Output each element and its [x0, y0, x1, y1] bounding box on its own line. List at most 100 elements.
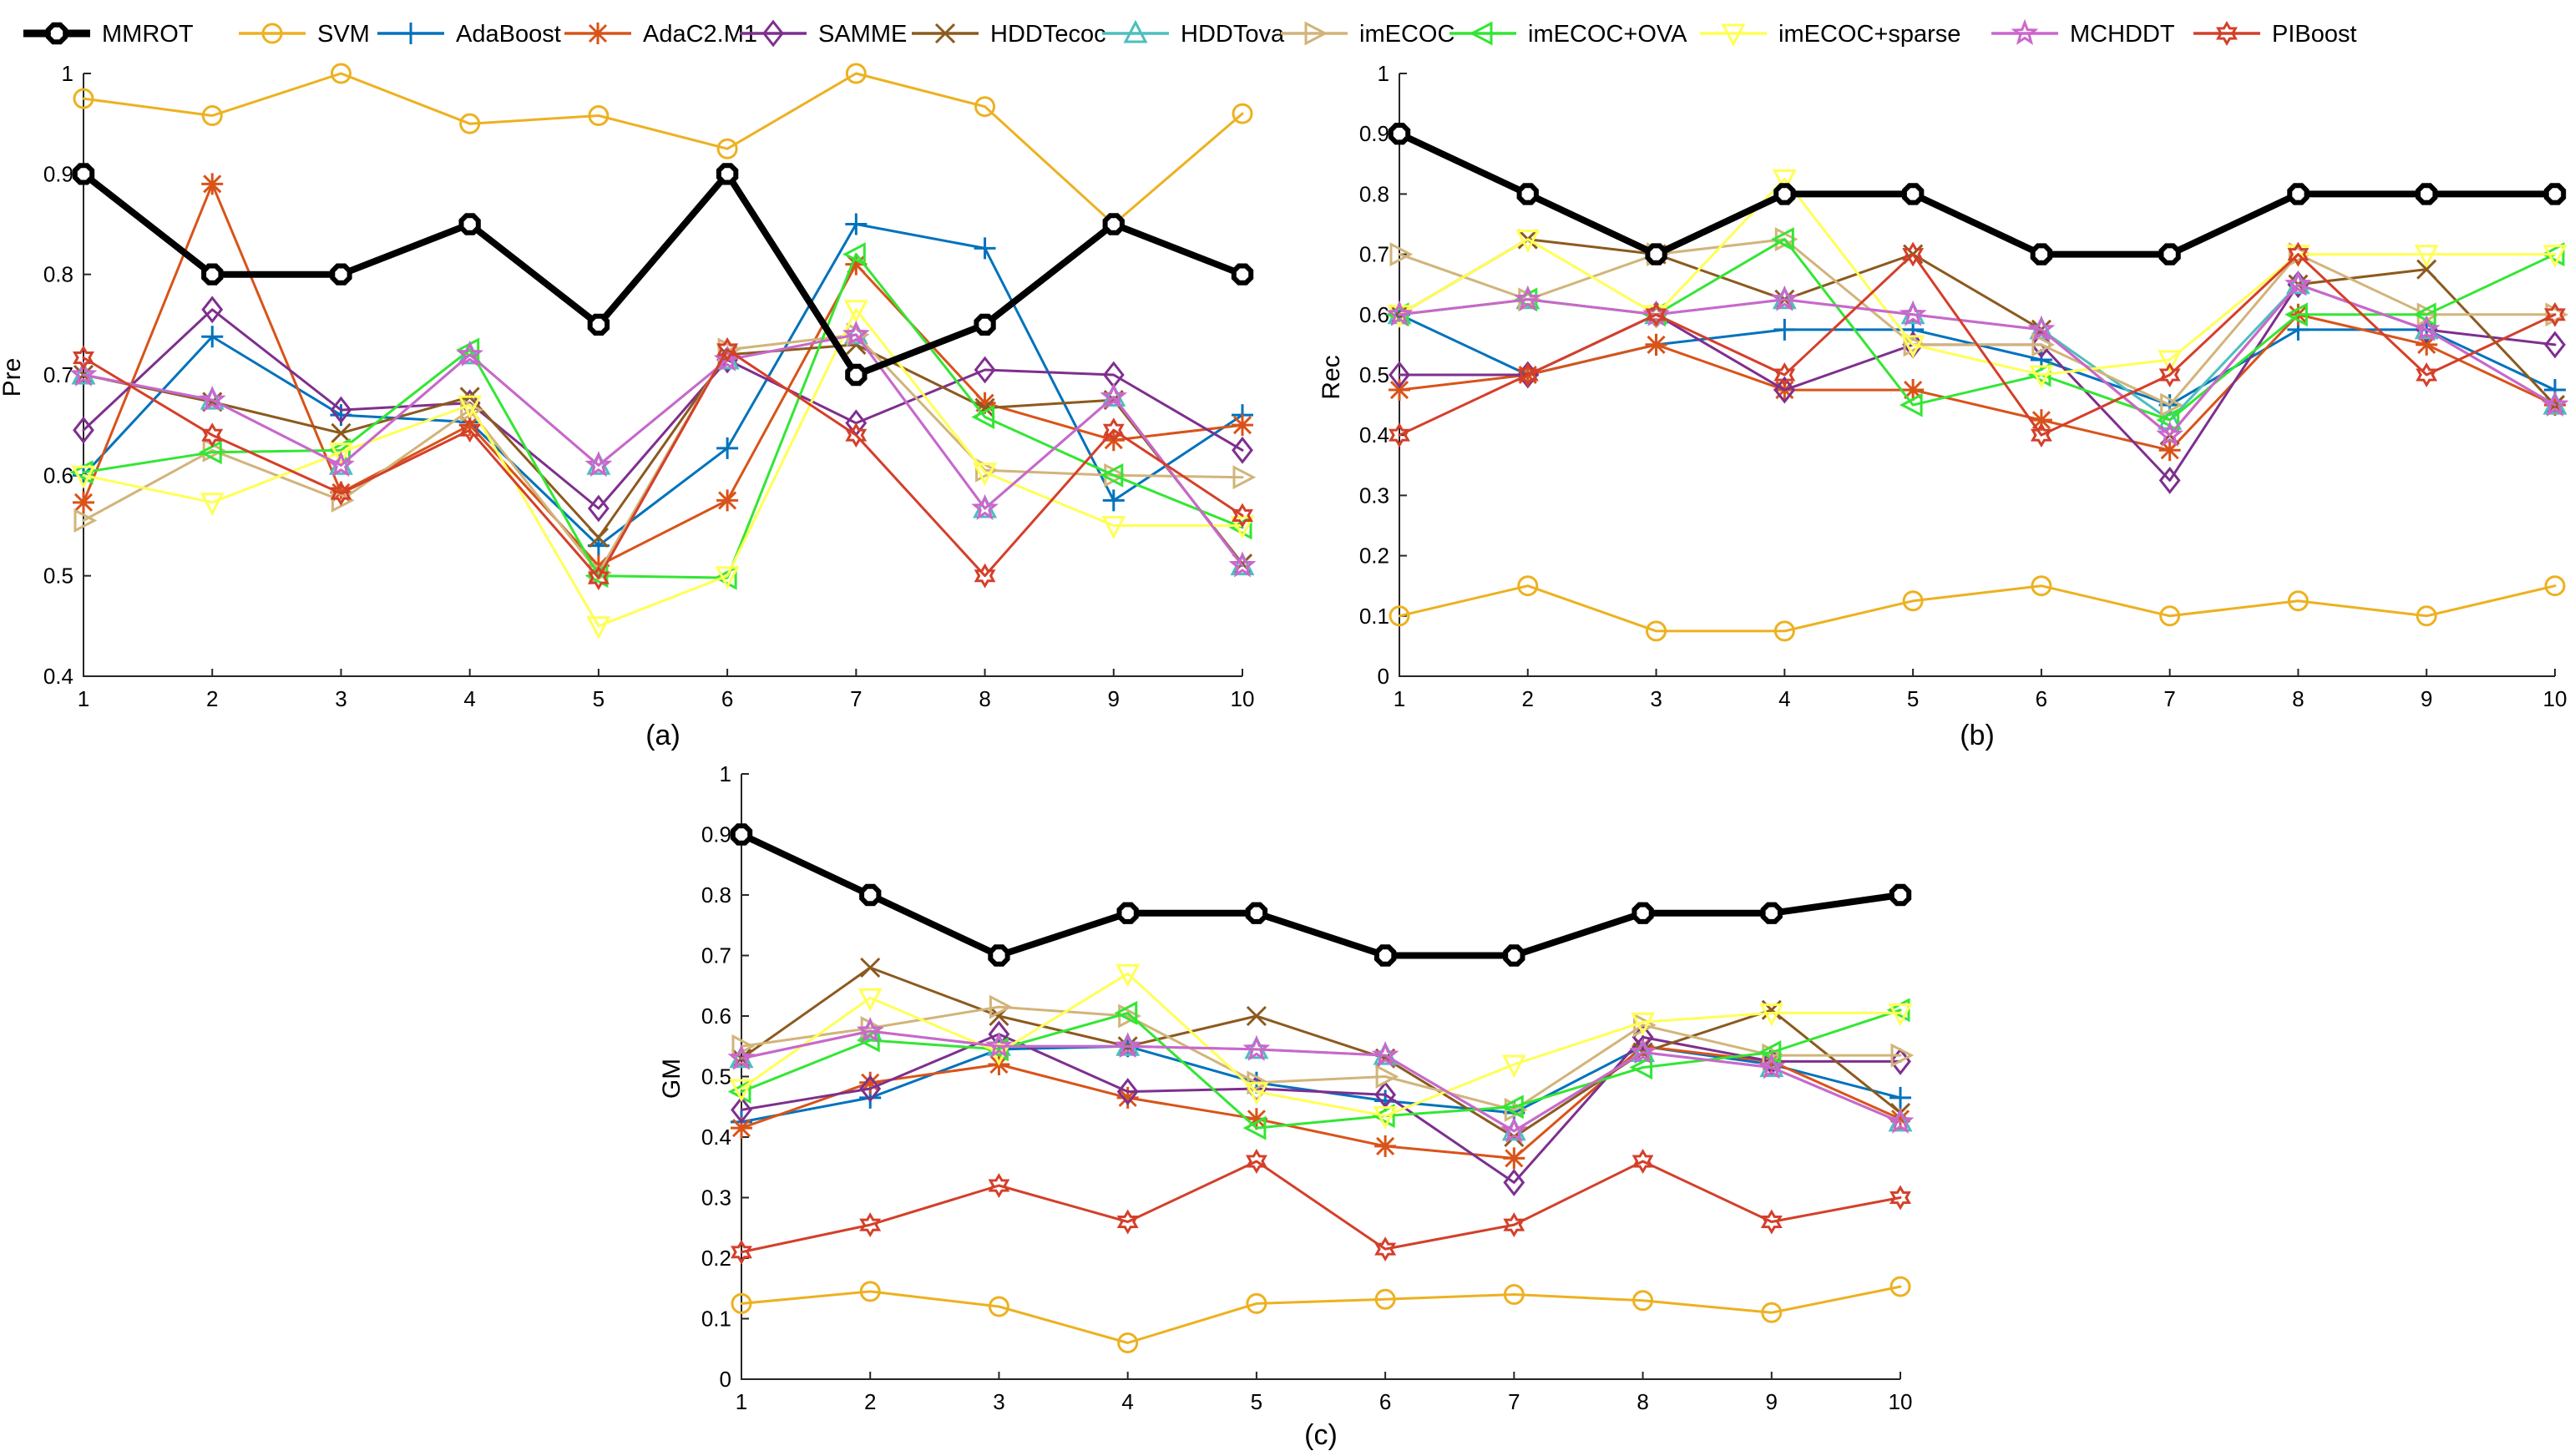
panel-a-point-imecoc-plus-sparse — [843, 300, 868, 324]
panel-b-point-adac2-m1 — [1389, 379, 1410, 402]
panel-b-line-adac2-m1 — [1398, 313, 2557, 452]
panel-a-point-adac2-m1 — [1232, 414, 1253, 437]
panel-b-point-piboost — [1389, 422, 1410, 448]
panel-c-line-imecoc — [740, 1005, 1902, 1111]
panel-b-ytick-label: 1 — [1378, 61, 1389, 86]
panel-b-series-imecoc-plus-sparse — [1387, 169, 2567, 389]
panel-a-xtick-label: 8 — [979, 686, 990, 711]
panel-c-point-mchddt — [1758, 1053, 1786, 1079]
panel-b-xtick-label: 3 — [1650, 686, 1662, 711]
panel-a-point-imecoc-plus-ova — [842, 242, 866, 267]
panel-c-ytick-label: 0.6 — [701, 1004, 731, 1029]
panel-b-xtick-label: 5 — [1907, 686, 1919, 711]
panel-c-xtick-label: 7 — [1508, 1389, 1520, 1414]
panel-c-line-hddtecoc — [740, 966, 1902, 1139]
panel-a-point-imecoc-plus-ova — [198, 440, 222, 465]
legend-label-piboost: PIBoost — [2272, 21, 2357, 48]
panel-c-point-hddtecoc — [860, 957, 881, 978]
panel-c-line-samme — [740, 1033, 1902, 1184]
panel-a-point-imecoc-plus-ova — [971, 405, 995, 429]
legend-label-mchddt: MCHDDT — [2070, 21, 2175, 48]
panel-b-series-mchddt — [1385, 270, 2569, 447]
panel-a-point-piboost — [330, 481, 352, 506]
panel-a-point-mmrot — [974, 313, 996, 336]
panel-c-gm-chart: 1 2 3 4 5 6 7 8 9 10 0 0.1 0.2 0.3 0.4 0.5 0.6 0.7 0.8 0.9 1… — [658, 761, 1915, 1451]
panel-a-point-svm — [73, 88, 94, 109]
panel-a-point-adac2-m1 — [845, 253, 868, 276]
legend-label-imecoc-plus-sparse: imECOC+sparse — [1778, 21, 1960, 48]
panel-a-point-mmrot — [330, 263, 352, 286]
panel-a-xtick-label: 2 — [206, 686, 218, 711]
panel-c-xtick-label: 1 — [736, 1389, 747, 1414]
panel-c-xtick-label: 3 — [993, 1389, 1004, 1414]
panel-a-series-piboost — [73, 336, 1253, 591]
panel-b-ytick-label: 0.3 — [1359, 483, 1389, 508]
panel-b-label: (b) — [1960, 720, 1995, 751]
panel-a-point-imecoc-plus-ova — [1100, 463, 1124, 488]
panel-c-ytick-label: 0.7 — [701, 943, 731, 968]
panel-b-point-mmrot — [2543, 183, 2567, 205]
panel-a-line-svm — [82, 72, 1244, 225]
panel-c-point-mmrot — [859, 883, 882, 907]
panel-a-point-imecoc-plus-sparse — [1230, 516, 1255, 539]
panel-b-point-mmrot — [2416, 183, 2438, 205]
panel-a-point-adaboost — [201, 326, 224, 348]
panel-c-series-adac2-m1 — [731, 1035, 1911, 1170]
panel-a-point-mmrot — [587, 313, 610, 336]
panel-a-xtick-label: 6 — [721, 686, 733, 711]
panel-a-line-imecoc-plus-sparse — [82, 308, 1244, 628]
panel-a-ytick-label: 0.7 — [43, 362, 73, 387]
panel-c-xtick-label: 4 — [1121, 1389, 1133, 1414]
panel-b-point-mmrot — [1388, 123, 1411, 145]
panel-a-point-mmrot — [716, 163, 739, 185]
panel-a-point-hddtova — [973, 494, 998, 518]
panel-a-point-imecoc-plus-sparse — [586, 616, 611, 640]
panel-c-point-imecoc — [1375, 1064, 1399, 1089]
panel-b-xtick-label: 9 — [2421, 686, 2432, 711]
panel-c-point-mmrot — [1760, 902, 1783, 924]
panel-a-point-imecoc — [73, 508, 98, 533]
panel-a-point-adaboost — [845, 213, 868, 235]
panel-b-series-piboost — [1389, 241, 2566, 448]
panel-c-point-svm — [988, 1296, 1009, 1317]
panel-b-point-samme — [2030, 331, 2052, 359]
legend-marker-imecoc-plus-ova — [1469, 21, 1493, 46]
legend-label-imecoc-plus-ova: imECOC+OVA — [1528, 21, 1687, 48]
panel-a-point-piboost — [974, 563, 996, 589]
panel-b-point-hddtova — [2285, 270, 2310, 295]
panel-a-point-piboost — [716, 336, 739, 362]
panel-c-series-samme — [731, 1020, 1911, 1196]
panel-a-point-adaboost — [974, 237, 996, 260]
panel-c-point-piboost — [1632, 1149, 1654, 1174]
panel-b-point-imecoc — [1389, 242, 1414, 267]
panel-a-point-mmrot — [201, 263, 224, 286]
panel-c-point-adac2-m1 — [1890, 1108, 1911, 1130]
panel-a-point-mmrot — [1102, 213, 1125, 235]
panel-b-point-mchddt — [2027, 315, 2056, 341]
panel-c-series-adaboost — [731, 1035, 1911, 1133]
panel-c-point-mmrot — [1889, 883, 1912, 907]
panel-b-point-imecoc-plus-sparse — [1900, 335, 1925, 359]
panel-a-point-mchddt — [1100, 382, 1128, 409]
panel-b-point-imecoc-plus-sparse — [1515, 230, 1540, 253]
panel-a-series-imecoc-plus-ova — [69, 242, 1252, 590]
panel-a-point-svm — [201, 105, 223, 127]
panel-a-point-piboost — [458, 417, 481, 443]
panel-a-point-samme — [330, 396, 352, 424]
panel-b-recall-chart: 1 2 3 4 5 6 7 8 9 10 0 0.1 0.2 0.3 0.4 0.5 0.6 0.7 0.8 0.9 1… — [1318, 61, 2569, 751]
panel-a-point-adaboost — [716, 437, 739, 459]
panel-c-point-piboost — [1503, 1212, 1525, 1238]
panel-a-point-piboost — [845, 422, 868, 448]
panel-b-point-hddtecoc — [2416, 259, 2437, 280]
panel-b-point-imecoc — [2160, 392, 2183, 417]
panel-a-axes — [83, 73, 1242, 677]
panel-c-point-imecoc-plus-ova — [1629, 1055, 1653, 1080]
panel-a-series-adaboost — [73, 213, 1253, 557]
panel-a-line-adaboost — [82, 223, 1244, 548]
panel-c-ytick-label: 0.1 — [701, 1307, 731, 1332]
panel-a-point-svm — [974, 96, 996, 118]
panel-a-series-mmrot — [72, 163, 1254, 387]
panel-b-point-mmrot — [1901, 183, 1925, 205]
legend-marker-mmrot — [45, 22, 68, 45]
